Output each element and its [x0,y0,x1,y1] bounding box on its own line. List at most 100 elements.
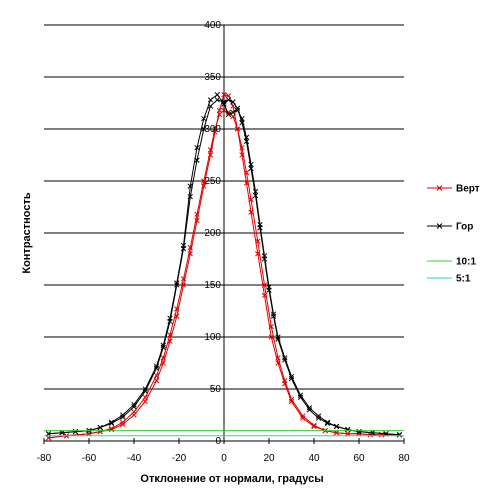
data-point [131,401,137,408]
data-point [261,282,268,288]
x-axis-title: Отклонение от нормали, градусы [140,473,323,485]
data-point [120,412,126,418]
plot-series [44,92,404,441]
data-point [266,284,272,290]
data-point [252,192,259,199]
data-point [230,109,236,116]
gridlines [43,24,405,444]
x-tick-label: 0 [221,453,227,464]
y-tick-labels: 0 50 100 150 200 250 300 350 400 [204,20,221,447]
legend-marker [436,223,443,229]
data-point [300,415,306,421]
legend-item-0: Верт [427,184,480,195]
data-point [297,394,304,400]
data-point [45,435,52,441]
data-point [234,107,241,113]
data-point [248,197,254,203]
series-0 [45,92,403,441]
y-tick-label: 400 [204,20,221,31]
series-1 [45,92,403,438]
y-tick-label: 250 [204,176,221,187]
data-point [153,363,160,369]
data-point [282,378,288,384]
data-point [120,419,126,425]
legend-item-3: 5:1 [427,274,471,285]
data-point [333,423,340,430]
legend-marker [436,185,443,191]
data-point [248,161,254,168]
data-point [333,430,340,436]
data-point [216,111,223,118]
data-point [311,423,317,430]
data-point [97,424,103,431]
x-tick-label: 20 [263,453,275,464]
data-point [180,276,187,282]
data-point [311,422,317,429]
legend: Верт Гор 10:1 5:1 [427,184,480,285]
legend-item-2: 10:1 [427,257,476,268]
data-point [297,392,304,398]
x-tick-label: 80 [398,453,410,464]
data-point [288,396,295,403]
data-point [180,242,187,249]
data-point [167,315,173,321]
x-tick-label: -20 [172,453,187,464]
x-tick-label: -80 [37,453,52,464]
data-point [212,126,218,132]
data-point [369,430,376,436]
legend-item-1: Гор [427,222,473,233]
data-point [268,323,274,330]
data-point [288,398,295,405]
data-point [153,372,160,379]
y-tick-label: 50 [210,384,222,395]
data-point [275,355,281,361]
data-point [108,419,115,425]
data-point [131,409,137,415]
data-point [282,355,288,361]
data-point [252,188,259,195]
legend-label: 10:1 [456,257,476,268]
data-point [174,306,180,312]
data-point [234,105,241,111]
data-point [255,238,261,244]
data-point [243,170,250,176]
data-point [221,99,227,105]
data-point [214,97,220,103]
data-point [257,222,263,228]
data-point [239,115,245,122]
data-point [239,145,245,151]
data-point [214,92,220,98]
data-point [383,431,389,437]
data-point [142,386,148,392]
y-axis-title: Контрастность [21,192,33,274]
data-point [225,93,232,99]
legend-label: 5:1 [456,274,471,285]
y-tick-label: 100 [204,332,221,343]
data-point [230,99,236,105]
data-point [230,113,236,120]
y-tick-label: 350 [204,72,221,83]
data-point [243,138,250,145]
data-point [194,145,200,151]
x-tick-label: -40 [127,453,142,464]
data-point [345,431,351,437]
data-point [207,147,214,153]
data-point [324,419,331,425]
x-tick-label: 60 [353,453,365,464]
data-point [234,126,241,132]
data-point [221,92,227,98]
data-point [261,253,268,259]
data-point [248,165,254,172]
y-tick-label: 150 [204,280,221,291]
data-point [306,405,313,411]
legend-label: Гор [456,222,473,233]
data-point [225,111,232,118]
data-point [225,97,232,103]
data-point [142,394,148,400]
y-tick-label: 300 [204,124,221,135]
data-point [142,388,148,394]
data-point [243,134,250,140]
data-point [300,413,306,419]
data-point [59,430,65,436]
